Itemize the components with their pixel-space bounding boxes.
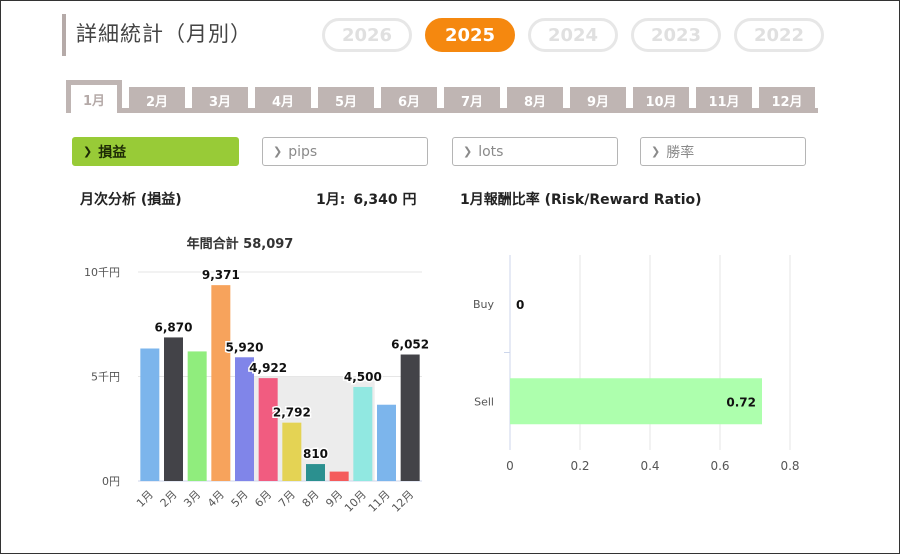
metric-button-win-rate[interactable]: ❯ 勝率 xyxy=(640,137,806,166)
metric-button-label: 勝率 xyxy=(666,144,695,161)
bar-data-label: 4,500 xyxy=(344,370,382,384)
bar-8 xyxy=(306,464,325,481)
bar-data-label: 2,792 xyxy=(273,406,311,420)
month-tabs-baseline xyxy=(66,108,818,113)
metric-button-lots[interactable]: ❯ lots xyxy=(452,137,618,166)
x-tick-label: 0.6 xyxy=(710,459,729,473)
tab-month-7[interactable]: 7月 xyxy=(444,87,500,113)
metric-button-label: lots xyxy=(478,143,504,160)
page-title-block: 詳細統計（月別） xyxy=(62,14,252,56)
year-pill-2025[interactable]: 2025 xyxy=(425,18,515,52)
chart-title: 年間合計 58,097 xyxy=(187,236,294,252)
x-tick-label: 2月 xyxy=(158,488,180,510)
y-tick-label: 0円 xyxy=(102,475,120,488)
year-pill-2023[interactable]: 2023 xyxy=(631,18,721,52)
bar-data-label: 9,371 xyxy=(202,268,240,282)
chevron-right-icon: ❯ xyxy=(651,145,661,158)
y-category-label: Sell xyxy=(474,395,494,408)
x-tick-label: 5月 xyxy=(229,488,251,510)
x-tick-label: 7月 xyxy=(276,488,298,510)
rr-data-label: 0.72 xyxy=(726,395,756,409)
bar-9 xyxy=(329,471,349,481)
tab-month-9[interactable]: 9月 xyxy=(570,87,626,113)
tab-month-2[interactable]: 2月 xyxy=(129,87,185,113)
x-tick-label: 8月 xyxy=(300,488,322,510)
tab-month-1[interactable]: 1月 xyxy=(66,80,122,113)
x-tick-label: 4月 xyxy=(205,488,227,510)
metric-button-label: pips xyxy=(288,143,318,160)
tab-month-10[interactable]: 10月 xyxy=(633,87,689,113)
bar-data-label: 5,920 xyxy=(226,340,264,354)
tab-month-4[interactable]: 4月 xyxy=(255,87,311,113)
risk-reward-bar-chart: 0 0.2 0.4 0.6 0.8 Buy 0 Sell 0.72 xyxy=(473,255,800,473)
bar-4 xyxy=(211,285,231,481)
page-title: 詳細統計（月別） xyxy=(76,22,252,46)
month-tabs: 1月 2月 3月 4月 5月 6月 7月 8月 9月 10月 11月 12月 xyxy=(66,80,818,113)
bar-data-label: 810 xyxy=(303,447,328,461)
bar-11 xyxy=(377,404,396,481)
tab-month-11[interactable]: 11月 xyxy=(696,87,752,113)
x-tick-label: 3月 xyxy=(181,488,203,510)
rr-bar-sell xyxy=(510,378,762,425)
monthly-analysis-label: 月次分析 (損益) xyxy=(80,192,182,208)
chevron-right-icon: ❯ xyxy=(83,145,93,158)
y-category-label: Buy xyxy=(473,298,495,311)
bar-10 xyxy=(353,386,373,481)
year-pill-2026[interactable]: 2026 xyxy=(322,18,412,52)
tab-month-8[interactable]: 8月 xyxy=(507,87,563,113)
monthly-pnl-bar-chart: 年間合計 58,097 0円 5千円 10千円 1月 6,870 2月 3月 9,371 4月 5,… xyxy=(84,236,430,515)
year-selector: 2026 2025 2024 2023 2022 xyxy=(322,18,824,52)
tab-month-6[interactable]: 6月 xyxy=(381,87,437,113)
x-tick-label: 10月 xyxy=(342,488,369,515)
bar-data-label: 4,922 xyxy=(249,361,287,375)
selected-month-value: 6,340 円 xyxy=(353,192,417,208)
y-tick-label: 10千円 xyxy=(84,266,120,279)
bar-3 xyxy=(187,351,207,481)
bar-6 xyxy=(258,378,278,481)
rr-data-label: 0 xyxy=(516,298,524,312)
bar-5 xyxy=(235,357,254,481)
bar-1 xyxy=(140,348,160,481)
bar-2 xyxy=(164,337,183,481)
year-pill-2024[interactable]: 2024 xyxy=(528,18,618,52)
bar-7 xyxy=(282,422,302,481)
x-tick-label: 11月 xyxy=(366,488,393,515)
metric-button-label: 損益 xyxy=(98,144,127,161)
x-tick-label: 12月 xyxy=(389,488,416,515)
chevron-right-icon: ❯ xyxy=(273,145,283,158)
metric-button-pips[interactable]: ❯ pips xyxy=(262,137,428,166)
bar-12 xyxy=(400,354,420,481)
metric-button-pnl[interactable]: ❯ 損益 xyxy=(72,137,239,166)
bar-data-label: 6,052 xyxy=(391,338,429,352)
tab-month-12[interactable]: 12月 xyxy=(759,87,815,113)
tab-month-5[interactable]: 5月 xyxy=(318,87,374,113)
x-tick-label: 0.8 xyxy=(780,459,799,473)
x-tick-label: 0.4 xyxy=(640,459,659,473)
chevron-right-icon: ❯ xyxy=(463,145,473,158)
tab-month-3[interactable]: 3月 xyxy=(192,87,248,113)
y-tick-label: 5千円 xyxy=(91,371,120,384)
x-tick-label: 1月 xyxy=(134,488,156,510)
x-tick-label: 0.2 xyxy=(570,459,589,473)
selected-month-label: 1月: xyxy=(316,192,346,208)
bar-data-label: 6,870 xyxy=(155,320,193,334)
x-tick-label: 0 xyxy=(506,459,514,473)
year-pill-2022[interactable]: 2022 xyxy=(734,18,824,52)
selected-month-total: 1月: 6,340 円 xyxy=(316,189,417,209)
risk-reward-label: 1月報酬比率 (Risk/Reward Ratio) xyxy=(460,192,702,208)
x-tick-label: 6月 xyxy=(252,488,274,510)
